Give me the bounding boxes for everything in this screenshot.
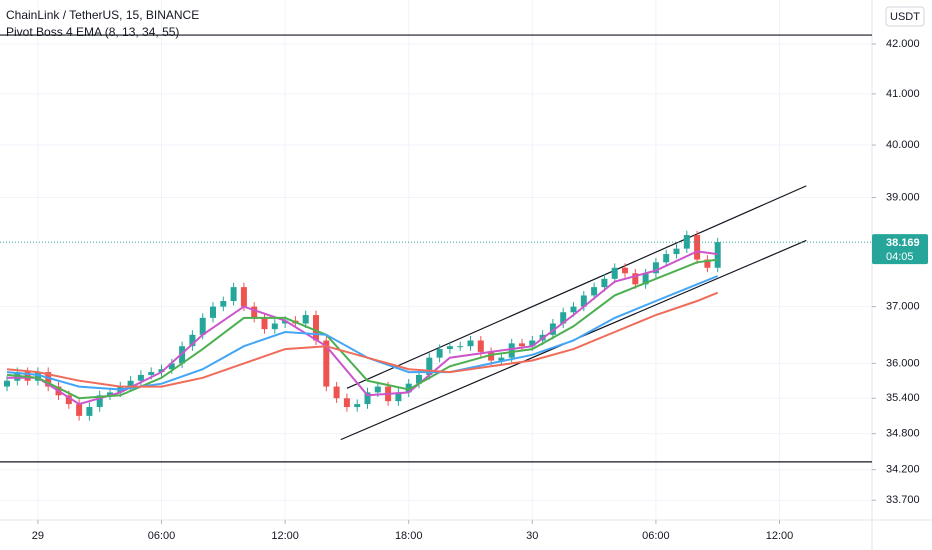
candle-body [240,287,247,307]
indicator-label: Pivot Boss 4 EMA (8, 13, 34, 55) [6,25,179,39]
candle-body [210,306,217,318]
candle-body [354,404,361,408]
candle-body [302,315,309,324]
candle-body [189,334,196,347]
y-tick-label: 37.000 [886,301,920,313]
candle-body [704,259,711,268]
axes: 42.000 41.000 40.000 39.000 37.000 36.000 35.4… [32,38,928,542]
candle-body [467,340,474,347]
candle-body [498,357,505,361]
trend-line [346,185,807,389]
candle-body [179,346,186,364]
candle-body [261,317,268,330]
y-tick-label: 40.000 [886,139,920,151]
candle-body [313,315,320,341]
candle-body [477,340,484,352]
candle-body [65,395,72,405]
currency-label[interactable]: USDT [890,11,920,23]
chart-title: ChainLink / TetherUS, 15, BINANCE [6,8,199,22]
candle-body [694,235,701,260]
y-tick-label: 34.200 [886,464,920,476]
candle-body [158,369,165,373]
candle-body [86,407,93,416]
candle-body [560,312,567,324]
ema-line [6,258,718,400]
y-tick-label: 36.000 [886,357,920,369]
candle-body [446,346,453,350]
candle-body [374,386,381,393]
x-tick-label: 06:00 [642,530,670,542]
candle-body [591,287,598,296]
x-tick-label: 30 [526,530,538,542]
candle-body [642,273,649,285]
candle-body [271,323,278,330]
candle-body [127,380,134,387]
candle-body [76,404,83,416]
candle-body [601,278,608,288]
candle-body [632,273,639,285]
candle-body [137,374,144,381]
candle-body [488,351,495,361]
candle-body [416,374,423,384]
candle-body [45,372,52,387]
candle-body [364,392,371,405]
candle-body [673,248,680,255]
candle-body [395,392,402,402]
candle-body [622,267,629,274]
candle-body [230,287,237,302]
candle-body [426,357,433,375]
candle-body [251,306,258,318]
candle-body [343,398,350,408]
candle-body [683,235,690,249]
y-tick-label: 34.800 [886,428,920,440]
last-price-label: 38.169 [886,237,920,249]
candle-body [220,301,227,307]
candle-body [4,380,11,387]
candle-body [519,343,526,347]
candle-body [549,323,556,335]
candle-body [529,340,536,347]
candle-body [148,372,155,375]
countdown-label: 04:05 [886,251,914,263]
candle-body [436,349,443,358]
y-tick-label: 41.000 [886,88,920,100]
last-price-box [872,234,928,265]
x-tick-label: 12:00 [766,530,794,542]
candle-body [34,372,41,381]
candle-body [405,383,412,393]
candle-body [333,386,340,399]
currency-button[interactable] [885,6,925,27]
y-tick-label: 33.700 [886,494,920,506]
y-tick-label: 42.000 [886,38,920,50]
candle-body [611,267,618,279]
x-tick-label: 12:00 [271,530,299,542]
candle-body [652,262,659,274]
candle-body [714,242,721,268]
candle-body [508,343,515,358]
candle-body [570,306,577,313]
candle-body [580,295,587,307]
candle-body [323,340,330,387]
y-tick-label: 39.000 [886,191,920,203]
x-tick-label: 06:00 [148,530,176,542]
ema-line [6,291,719,388]
grid [0,0,872,520]
candle-body [96,395,103,408]
candle-body [457,346,464,348]
y-tick-label: 35.400 [886,392,920,404]
plot [0,34,872,463]
ema-line [7,250,718,406]
candle-body [663,254,670,263]
candle-body [168,363,175,370]
x-tick-label: 18:00 [395,530,423,542]
candle-body [107,392,114,396]
candle-body [282,320,289,324]
x-tick-label: 29 [32,530,44,542]
candle-body [199,317,206,335]
